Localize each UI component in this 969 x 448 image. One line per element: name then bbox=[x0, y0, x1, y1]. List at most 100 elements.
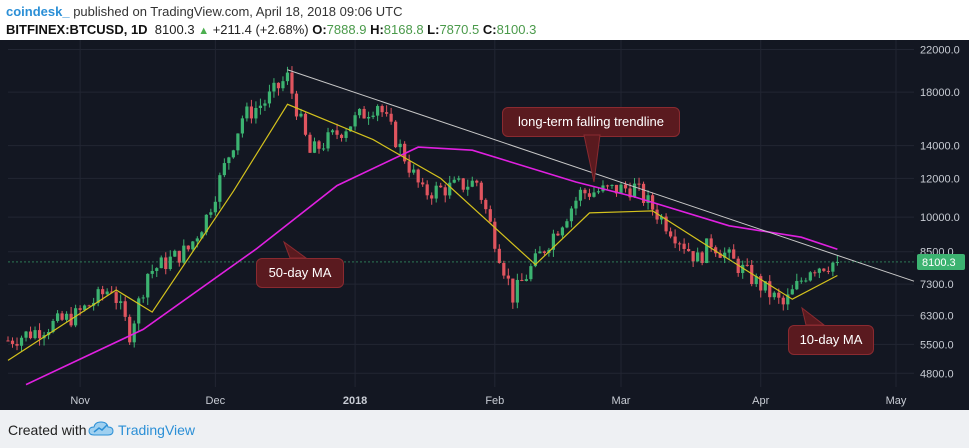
candle bbox=[317, 139, 321, 154]
candle-body bbox=[745, 264, 749, 266]
candle bbox=[439, 182, 443, 188]
candle bbox=[520, 273, 524, 282]
candle-body bbox=[398, 143, 402, 148]
candle-body bbox=[83, 305, 87, 310]
candle-body bbox=[78, 308, 82, 310]
candle-body bbox=[614, 184, 619, 194]
candle bbox=[416, 168, 420, 188]
candle bbox=[380, 104, 384, 117]
candle bbox=[709, 234, 713, 252]
candle-body bbox=[114, 292, 118, 303]
candle bbox=[524, 274, 528, 282]
author-link[interactable]: coindesk_ bbox=[6, 4, 70, 19]
candle-body bbox=[110, 291, 114, 293]
up-arrow-icon: ▲ bbox=[198, 25, 210, 37]
candle bbox=[96, 286, 100, 307]
candle bbox=[353, 111, 357, 131]
candle-body bbox=[362, 108, 366, 119]
candle bbox=[339, 133, 344, 142]
candle-body bbox=[281, 81, 285, 89]
candle bbox=[213, 196, 217, 216]
candle bbox=[222, 158, 226, 178]
candle-body bbox=[321, 148, 326, 150]
candle-body bbox=[655, 209, 659, 220]
candle-body bbox=[186, 245, 190, 250]
trendline-annotation: long-term falling trendline bbox=[502, 107, 680, 137]
candle-body bbox=[317, 141, 321, 149]
candle bbox=[817, 267, 821, 279]
ma10-annotation: 10-day MA bbox=[788, 325, 874, 355]
candle-body bbox=[822, 268, 826, 271]
candle bbox=[119, 294, 123, 310]
candle bbox=[164, 252, 168, 275]
candle bbox=[799, 277, 803, 284]
candle-body bbox=[227, 157, 231, 164]
candle-body bbox=[808, 272, 812, 281]
candle-body bbox=[488, 209, 492, 222]
candle bbox=[137, 296, 141, 331]
x-tick-label: 2018 bbox=[343, 395, 367, 407]
candle-body bbox=[457, 178, 461, 180]
y-tick-label: 18000.0 bbox=[920, 87, 960, 99]
candle-body bbox=[750, 264, 754, 285]
candle bbox=[37, 323, 42, 346]
candle bbox=[632, 177, 637, 198]
candle bbox=[173, 249, 177, 257]
publish-text: published on TradingView.com, April 18, … bbox=[69, 4, 403, 19]
candle bbox=[398, 139, 402, 155]
candle-body bbox=[727, 249, 731, 253]
candle bbox=[605, 184, 610, 190]
candle bbox=[768, 275, 772, 305]
candle bbox=[10, 337, 15, 348]
candle-body bbox=[452, 179, 456, 183]
price-axis-bg bbox=[916, 40, 969, 410]
candle-body bbox=[741, 264, 745, 273]
candle bbox=[641, 181, 646, 206]
candle bbox=[366, 111, 371, 125]
candle-body bbox=[254, 107, 258, 119]
candle-body bbox=[632, 183, 637, 198]
candle-body bbox=[795, 280, 799, 290]
candle-body bbox=[101, 289, 105, 295]
last-price: 8100.3 bbox=[154, 22, 195, 37]
candle bbox=[497, 244, 501, 264]
grid bbox=[8, 40, 914, 387]
candle bbox=[55, 310, 60, 323]
candle-body bbox=[826, 270, 830, 272]
candle-body bbox=[294, 93, 299, 117]
candle-body bbox=[565, 221, 569, 228]
candle bbox=[231, 149, 235, 159]
y-tick-label: 4800.0 bbox=[920, 368, 954, 380]
candle-body bbox=[28, 331, 33, 339]
candle-body bbox=[628, 188, 632, 198]
candle-body bbox=[276, 82, 281, 89]
trendline bbox=[287, 69, 915, 282]
low-value: 7870.5 bbox=[439, 22, 480, 37]
candle-body bbox=[218, 175, 222, 202]
candle bbox=[687, 242, 691, 252]
candle-body bbox=[777, 292, 781, 298]
candle bbox=[610, 184, 614, 189]
tradingview-link[interactable]: TradingView bbox=[118, 422, 196, 438]
candle bbox=[281, 76, 285, 92]
price-chart[interactable]: 22000.018000.014000.012000.010000.08500.… bbox=[0, 40, 969, 410]
candle bbox=[466, 179, 470, 196]
candle bbox=[831, 262, 835, 277]
candle-body bbox=[533, 253, 537, 267]
candle-body bbox=[348, 126, 353, 132]
candle bbox=[123, 296, 127, 322]
candle bbox=[741, 260, 745, 279]
candle-body bbox=[461, 178, 465, 190]
candle bbox=[461, 177, 465, 193]
candle bbox=[330, 129, 335, 135]
candle bbox=[308, 132, 312, 153]
candle-body bbox=[668, 231, 673, 237]
candle bbox=[754, 273, 758, 287]
footer: Created with TradingView bbox=[0, 410, 969, 448]
candle bbox=[430, 192, 434, 205]
candle bbox=[479, 180, 483, 204]
candle-body bbox=[623, 184, 628, 189]
candle bbox=[321, 143, 326, 152]
candle-body bbox=[799, 280, 803, 282]
candle bbox=[705, 238, 709, 264]
